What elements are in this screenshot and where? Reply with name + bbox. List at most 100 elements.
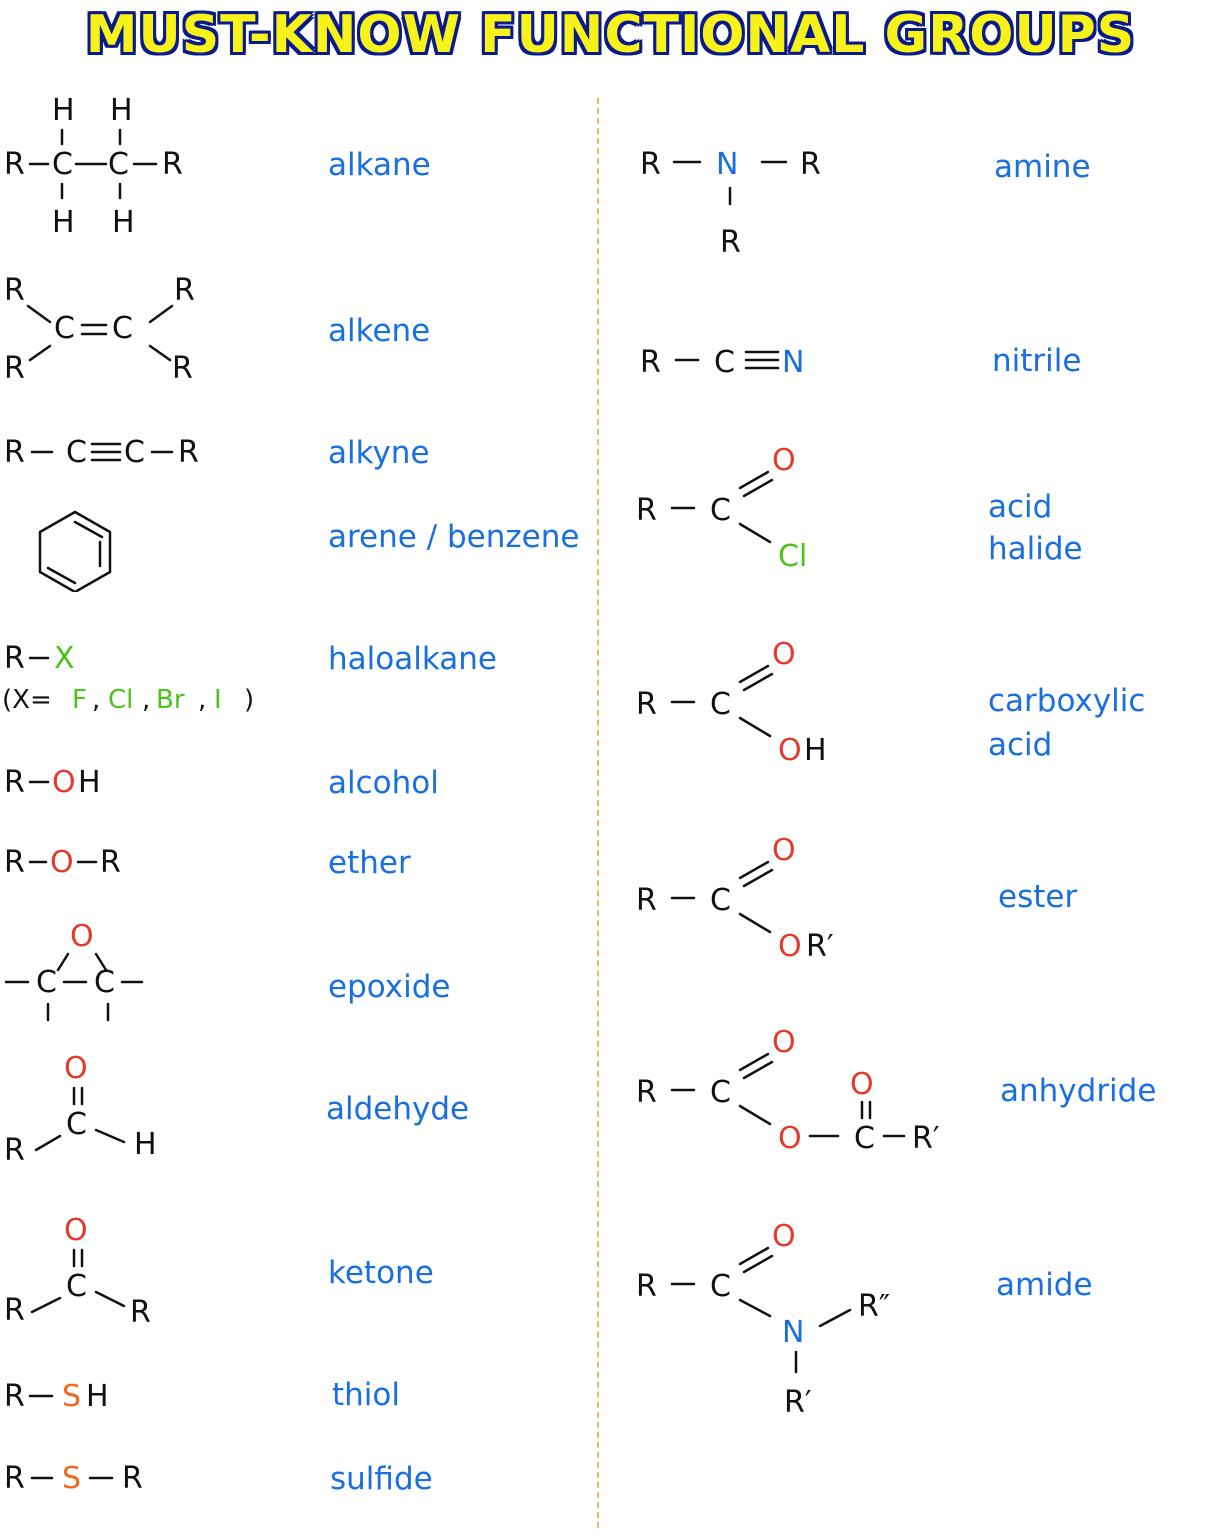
svg-text:R: R xyxy=(636,883,657,918)
name-ketone: ketone xyxy=(328,1255,434,1291)
svg-text:C: C xyxy=(710,687,731,722)
svg-text:O: O xyxy=(778,929,802,964)
svg-text:H: H xyxy=(112,205,135,240)
svg-text:R″: R″ xyxy=(858,1289,890,1324)
svg-text:C: C xyxy=(36,965,57,1000)
svg-text:X: X xyxy=(54,641,75,676)
name-acid-halide-1: acid xyxy=(988,489,1053,525)
svg-text:R: R xyxy=(4,1293,25,1328)
svg-text:H: H xyxy=(86,1379,109,1414)
svg-text:C: C xyxy=(710,883,731,918)
svg-text:): ) xyxy=(244,685,254,715)
svg-text:H: H xyxy=(52,205,75,240)
alkyne-structure: R C C R xyxy=(0,430,220,478)
svg-text:Cl: Cl xyxy=(108,685,133,715)
svg-text:O: O xyxy=(772,637,796,672)
svg-text:R: R xyxy=(4,765,25,800)
svg-text:R: R xyxy=(636,1269,657,1304)
svg-text:C: C xyxy=(52,147,73,182)
svg-text:R: R xyxy=(178,435,199,470)
svg-text:R: R xyxy=(100,845,121,880)
svg-text:,: , xyxy=(92,685,100,715)
svg-text:C: C xyxy=(714,345,735,380)
haloalkane-structure: R X (X= F , Cl , Br , I ) xyxy=(0,636,280,724)
svg-text:R: R xyxy=(130,1295,151,1330)
svg-text:R: R xyxy=(172,351,193,386)
svg-text:R: R xyxy=(4,641,25,676)
aldehyde-structure: O C R H xyxy=(0,1046,180,1170)
svg-text:,: , xyxy=(142,685,150,715)
svg-text:H: H xyxy=(78,765,101,800)
svg-text:R: R xyxy=(636,493,657,528)
name-nitrile: nitrile xyxy=(992,343,1082,379)
name-amine: amine xyxy=(994,149,1091,185)
carboxylic-acid-structure: O R C O H xyxy=(632,630,862,774)
svg-text:C: C xyxy=(710,1269,731,1304)
svg-text:S: S xyxy=(62,1379,81,1414)
svg-text:N: N xyxy=(782,1315,804,1350)
anhydride-structure: O R C O O C R′ xyxy=(632,1018,962,1162)
name-alkyne: alkyne xyxy=(328,435,430,471)
svg-text:R′: R′ xyxy=(806,929,834,964)
nitrile-structure: R C N xyxy=(636,336,836,388)
svg-text:I: I xyxy=(214,685,222,715)
name-thiol: thiol xyxy=(332,1377,400,1413)
svg-text:O: O xyxy=(778,1121,802,1156)
svg-text:R: R xyxy=(174,273,195,308)
alkene-structure: R R C C R R xyxy=(0,270,210,394)
svg-text:O: O xyxy=(50,845,74,880)
column-divider xyxy=(597,98,599,1528)
svg-text:C: C xyxy=(66,1107,87,1142)
name-anhydride: anhydride xyxy=(1000,1073,1157,1109)
svg-text:O: O xyxy=(70,919,94,954)
name-alcohol: alcohol xyxy=(328,765,439,801)
name-sulfide: sulfide xyxy=(330,1461,433,1497)
name-amide: amide xyxy=(996,1267,1093,1303)
svg-text:O: O xyxy=(64,1213,88,1248)
svg-text:O: O xyxy=(772,443,796,478)
name-arene: arene / benzene xyxy=(328,519,580,555)
name-aldehyde: aldehyde xyxy=(326,1091,470,1127)
svg-text:R′: R′ xyxy=(784,1385,812,1420)
svg-text:R: R xyxy=(4,435,25,470)
svg-text:C: C xyxy=(112,311,133,346)
svg-text:(X=: (X= xyxy=(2,685,52,715)
svg-text:R: R xyxy=(162,147,183,182)
svg-text:O: O xyxy=(772,1025,796,1060)
svg-text:C: C xyxy=(124,435,145,470)
svg-text:C: C xyxy=(710,1075,731,1110)
svg-text:S: S xyxy=(62,1461,81,1496)
svg-text:C: C xyxy=(54,311,75,346)
svg-text:C: C xyxy=(66,435,87,470)
svg-text:R: R xyxy=(4,1461,25,1496)
alcohol-structure: R O H xyxy=(0,760,130,808)
svg-text:C: C xyxy=(94,965,115,1000)
svg-text:F: F xyxy=(72,685,87,715)
page-title: MUST-KNOW FUNCTIONAL GROUPS xyxy=(85,5,1136,65)
svg-text:Br: Br xyxy=(156,685,185,715)
name-epoxide: epoxide xyxy=(328,969,451,1005)
svg-text:O: O xyxy=(772,833,796,868)
svg-text:C: C xyxy=(710,493,731,528)
svg-text:H: H xyxy=(804,733,827,768)
svg-text:O: O xyxy=(64,1051,88,1086)
svg-text:C: C xyxy=(854,1121,875,1156)
svg-text:O: O xyxy=(52,765,76,800)
acid-halide-structure: O R C Cl xyxy=(632,436,832,580)
svg-text:R: R xyxy=(636,1075,657,1110)
svg-text:R: R xyxy=(720,225,741,260)
thiol-structure: R S H xyxy=(0,1374,140,1422)
svg-text:R: R xyxy=(636,687,657,722)
name-carboxylic-acid-1: carboxylic xyxy=(988,683,1146,719)
svg-text:O: O xyxy=(850,1067,874,1102)
epoxide-structure: O C C xyxy=(0,918,160,1032)
svg-text:Cl: Cl xyxy=(778,539,807,574)
ketone-structure: O C R R xyxy=(0,1208,180,1336)
svg-text:H: H xyxy=(134,1127,157,1162)
svg-text:R: R xyxy=(122,1461,143,1496)
name-carboxylic-acid-2: acid xyxy=(988,727,1053,763)
svg-text:C: C xyxy=(66,1269,87,1304)
svg-text:R: R xyxy=(4,1133,25,1166)
svg-text:R: R xyxy=(4,845,25,880)
svg-text:R: R xyxy=(4,273,25,308)
